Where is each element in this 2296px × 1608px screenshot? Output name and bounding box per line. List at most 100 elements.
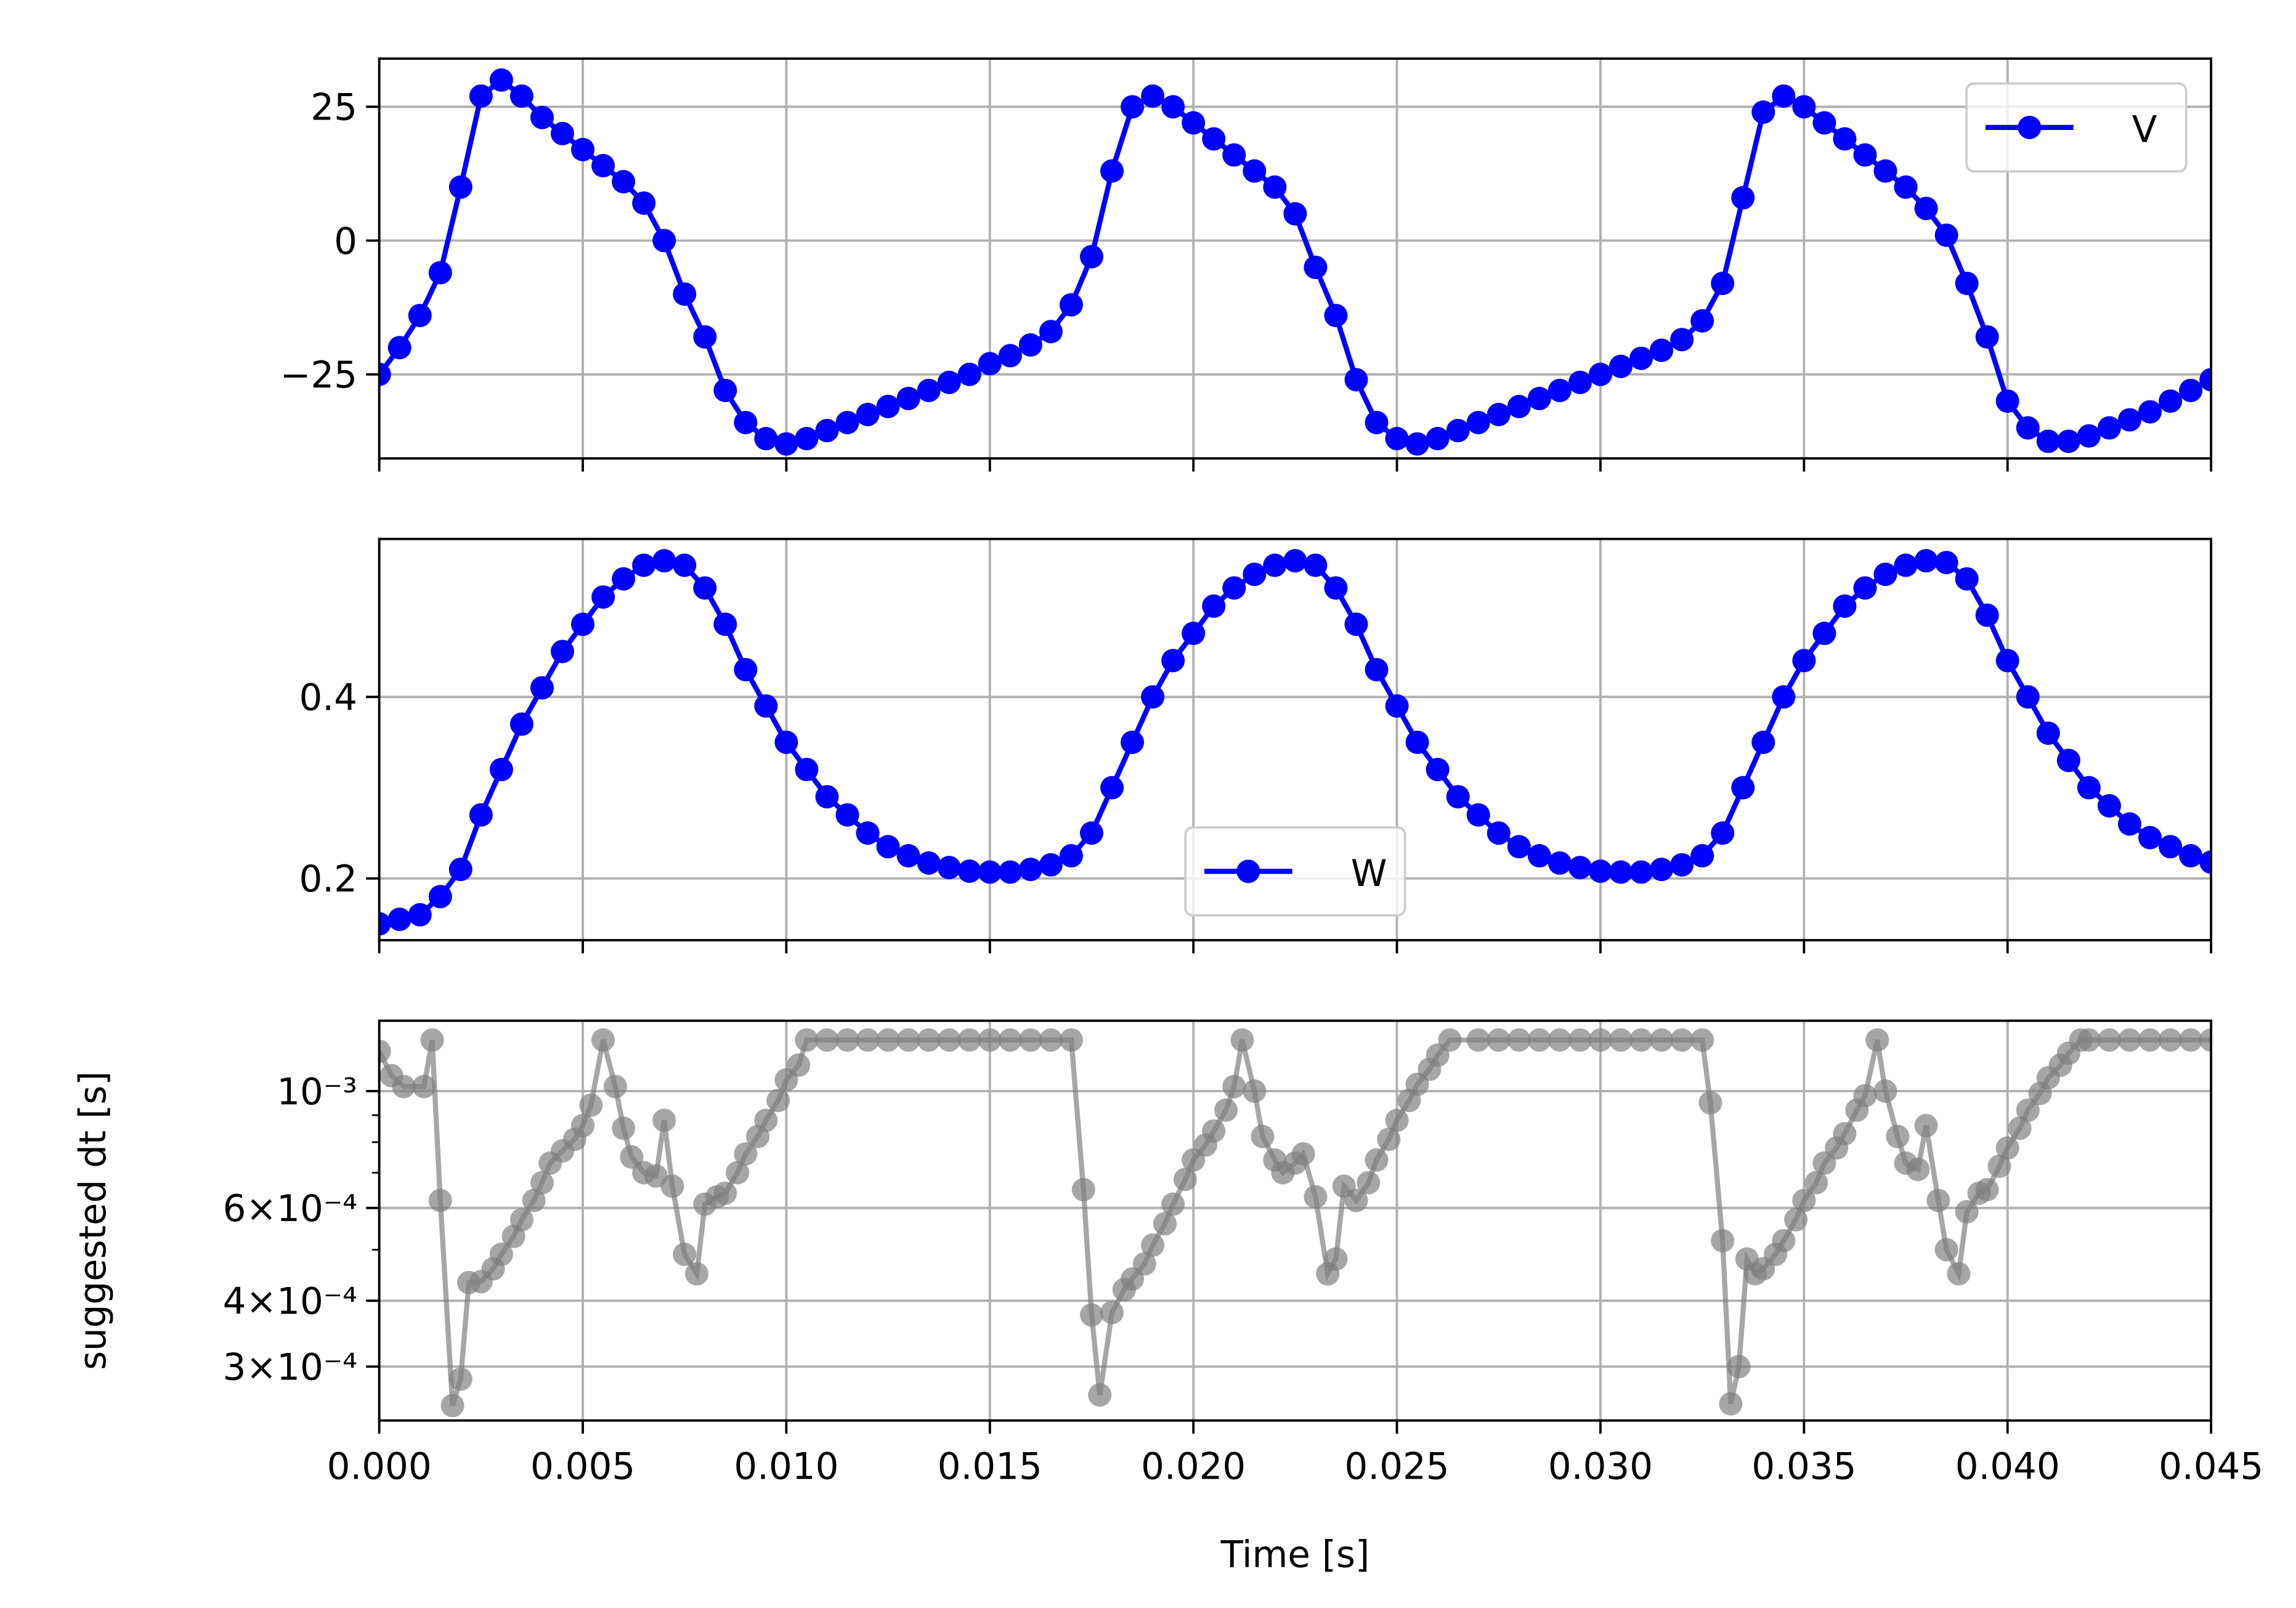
marker: [1344, 1188, 1368, 1212]
marker: [408, 304, 432, 328]
marker: [917, 851, 941, 875]
marker: [530, 105, 554, 129]
marker: [1719, 1392, 1743, 1416]
x-tick-label: 0.010: [734, 1446, 838, 1488]
marker: [1283, 549, 1307, 573]
marker: [2077, 776, 2101, 800]
marker: [1222, 1074, 1246, 1098]
marker: [1792, 1188, 1816, 1212]
marker: [1873, 159, 1897, 183]
marker: [1446, 418, 1470, 442]
marker: [530, 676, 554, 700]
marker: [1784, 1208, 1808, 1232]
marker: [1018, 858, 1042, 882]
marker: [1670, 1028, 1694, 1052]
marker: [1079, 821, 1104, 845]
marker: [2077, 424, 2101, 448]
axes-frame: [378, 537, 2213, 941]
marker: [1100, 776, 1124, 800]
marker: [1727, 1355, 1751, 1379]
marker: [1548, 1028, 1572, 1052]
marker: [1487, 821, 1511, 845]
x-tick-label: 0.015: [938, 1446, 1042, 1488]
marker: [734, 657, 758, 681]
marker: [1548, 851, 1572, 875]
marker: [1608, 354, 1633, 378]
marker: [1324, 1247, 1348, 1271]
marker: [509, 1208, 533, 1232]
marker: [1995, 389, 2019, 413]
marker: [1975, 325, 1999, 349]
marker: [1304, 255, 1328, 279]
marker: [734, 1142, 758, 1166]
marker: [1926, 1188, 1950, 1212]
marker: [2179, 378, 2203, 402]
marker: [856, 821, 880, 845]
marker: [1466, 803, 1490, 827]
marker: [1304, 553, 1328, 577]
marker: [652, 229, 676, 253]
plot-area: [379, 1028, 2212, 1418]
marker: [1365, 410, 1389, 434]
marker: [2097, 416, 2121, 440]
marker: [1792, 95, 1816, 119]
marker: [1995, 1136, 2019, 1160]
marker: [1548, 378, 1572, 402]
y-tick-label: 0.4: [299, 677, 357, 720]
marker: [795, 1028, 819, 1052]
marker: [1751, 730, 1775, 754]
marker: [2179, 1028, 2203, 1052]
marker: [1385, 694, 1409, 718]
marker: [774, 432, 798, 456]
marker: [1608, 1028, 1633, 1052]
marker: [1214, 1098, 1238, 1122]
marker: [1283, 202, 1307, 226]
marker: [734, 410, 758, 434]
marker: [1202, 594, 1226, 618]
marker: [1853, 1084, 1877, 1108]
marker: [392, 1074, 416, 1098]
marker: [1955, 567, 1979, 591]
marker: [1731, 776, 1755, 800]
marker: [1588, 362, 1612, 386]
marker: [1100, 1301, 1124, 1325]
y-tick-label: 3×10⁻⁴: [223, 1347, 357, 1389]
marker: [1079, 245, 1104, 269]
marker: [2199, 368, 2212, 392]
marker: [1886, 1124, 1910, 1148]
marker: [1812, 622, 1836, 646]
x-tick-label: 0.035: [1751, 1446, 1856, 1488]
marker: [1690, 844, 1714, 868]
marker: [2199, 1028, 2212, 1052]
marker: [1357, 1171, 1381, 1195]
marker: [1711, 271, 1735, 296]
marker: [2008, 1116, 2032, 1140]
marker: [1772, 1228, 1796, 1253]
marker: [1222, 576, 1246, 600]
marker: [530, 1171, 554, 1195]
marker: [1487, 1028, 1511, 1052]
marker: [1243, 1079, 1267, 1103]
marker: [754, 694, 778, 718]
x-tick-label: 0.025: [1345, 1446, 1450, 1488]
legend-box: [1965, 82, 2188, 173]
marker: [896, 386, 920, 410]
y-tick-label: 6×10⁻⁴: [223, 1188, 357, 1230]
marker: [2159, 835, 2183, 859]
marker: [1263, 553, 1287, 577]
y-tick-label: 4×10⁻⁴: [223, 1281, 357, 1323]
marker: [1141, 1233, 1165, 1257]
marker: [673, 282, 697, 306]
marker: [1365, 1148, 1389, 1172]
marker: [774, 730, 798, 754]
marker: [815, 418, 839, 442]
marker: [1466, 1028, 1490, 1052]
marker: [428, 885, 452, 909]
marker: [612, 169, 636, 193]
marker: [1833, 594, 1857, 618]
marker: [1059, 1028, 1083, 1052]
marker: [652, 549, 676, 573]
marker: [1792, 649, 1816, 673]
marker: [1161, 649, 1185, 673]
